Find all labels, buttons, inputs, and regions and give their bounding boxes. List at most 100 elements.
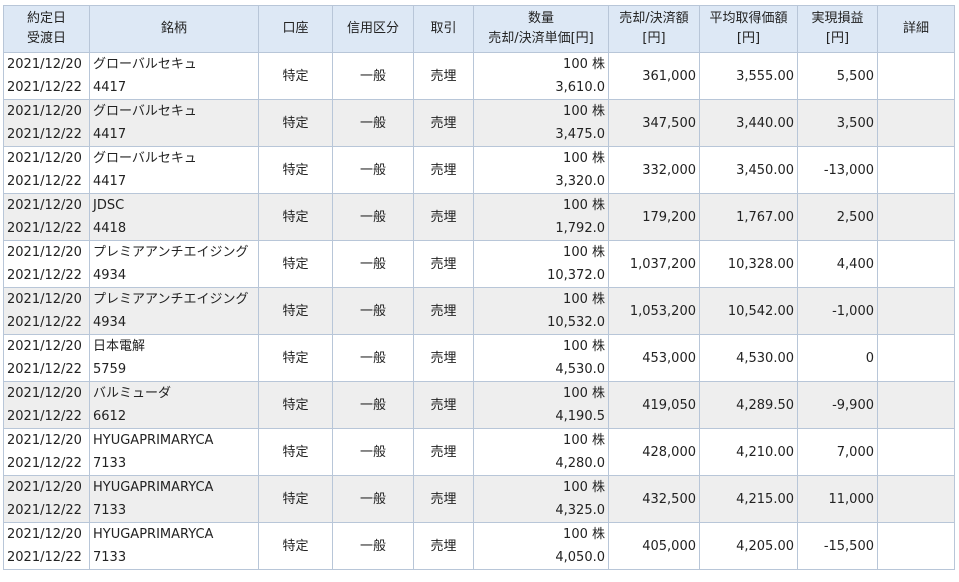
cell-pl: 7,000 [797,428,878,476]
table-row: 2021/12/20 2021/12/22 グローバルセキュ 4417 特定 一… [3,99,955,147]
cell-credit: 一般 [332,287,414,335]
cell-credit: 一般 [332,193,414,241]
header-account: 口座 [258,5,333,53]
cell-trade: 売埋 [413,475,474,523]
cell-dates: 2021/12/20 2021/12/22 [3,428,90,476]
cell-account: 特定 [258,428,333,476]
trade-date: 2021/12/20 [7,104,82,119]
cell-trade: 売埋 [413,146,474,194]
header-name: 銘柄 [89,5,259,53]
cell-pl: -1,000 [797,287,878,335]
cell-quantity: 100 株 4,280.0 [473,428,609,476]
cell-account: 特定 [258,146,333,194]
cell-credit: 一般 [332,381,414,429]
settle-date: 2021/12/22 [7,409,82,424]
cell-quantity: 100 株 4,530.0 [473,334,609,382]
cell-quantity: 100 株 4,050.0 [473,522,609,570]
cell-amount: 428,000 [608,428,700,476]
settle-date: 2021/12/22 [7,503,82,518]
unit-price: 3,320.0 [555,174,605,189]
unit-price: 4,190.5 [555,409,605,424]
cell-amount: 419,050 [608,381,700,429]
cell-avg-cost: 10,328.00 [699,240,798,288]
cell-trade: 売埋 [413,334,474,382]
header-pl-unit: [円] [825,31,850,46]
cell-quantity: 100 株 10,372.0 [473,240,609,288]
cell-credit: 一般 [332,240,414,288]
table-row: 2021/12/20 2021/12/22 日本電解 5759 特定 一般 売埋… [3,334,955,382]
quantity: 100 株 [563,292,605,307]
trade-date: 2021/12/20 [7,292,82,307]
cell-detail [877,334,955,382]
quantity: 100 株 [563,151,605,166]
cell-detail [877,287,955,335]
cell-trade: 売埋 [413,287,474,335]
cell-account: 特定 [258,381,333,429]
cell-trade: 売埋 [413,193,474,241]
cell-name: グローバルセキュ 4417 [89,99,259,147]
cell-amount: 347,500 [608,99,700,147]
cell-dates: 2021/12/20 2021/12/22 [3,475,90,523]
cell-name: 日本電解 5759 [89,334,259,382]
trade-date: 2021/12/20 [7,339,82,354]
trade-date: 2021/12/20 [7,198,82,213]
cell-trade: 売埋 [413,522,474,570]
quantity: 100 株 [563,433,605,448]
stock-code: 7133 [93,550,127,565]
cell-credit: 一般 [332,99,414,147]
unit-price: 4,325.0 [555,503,605,518]
cell-trade: 売埋 [413,240,474,288]
trade-date: 2021/12/20 [7,57,82,72]
stock-code: 5759 [93,362,127,377]
quantity: 100 株 [563,104,605,119]
header-pl: 実現損益 [円] [797,5,878,53]
cell-amount: 332,000 [608,146,700,194]
cell-account: 特定 [258,52,333,100]
cell-avg-cost: 10,542.00 [699,287,798,335]
quantity: 100 株 [563,57,605,72]
table-row: 2021/12/20 2021/12/22 HYUGAPRIMARYCA 713… [3,522,955,570]
cell-dates: 2021/12/20 2021/12/22 [3,334,90,382]
table-row: 2021/12/20 2021/12/22 HYUGAPRIMARYCA 713… [3,475,955,523]
table-row: 2021/12/20 2021/12/22 バルミューダ 6612 特定 一般 … [3,381,955,429]
cell-name: グローバルセキュ 4417 [89,52,259,100]
cell-quantity: 100 株 3,475.0 [473,99,609,147]
settle-date: 2021/12/22 [7,456,82,471]
stock-name: JDSC [93,198,125,213]
cell-dates: 2021/12/20 2021/12/22 [3,381,90,429]
cell-quantity: 100 株 1,792.0 [473,193,609,241]
cell-amount: 1,037,200 [608,240,700,288]
header-trade-date: 約定日 [26,11,66,26]
cell-detail [877,522,955,570]
cell-avg-cost: 3,555.00 [699,52,798,100]
settle-date: 2021/12/22 [7,268,82,283]
cell-dates: 2021/12/20 2021/12/22 [3,287,90,335]
trade-history-table: 約定日 受渡日 銘柄 口座 信用区分 取引 数量 売却/決済単価[円] 売却/決… [3,5,955,570]
header-settle-date: 受渡日 [26,31,66,46]
cell-name: HYUGAPRIMARYCA 7133 [89,475,259,523]
cell-name: JDSC 4418 [89,193,259,241]
cell-pl: -9,900 [797,381,878,429]
cell-credit: 一般 [332,522,414,570]
cell-amount: 1,053,200 [608,287,700,335]
stock-code: 6612 [93,409,127,424]
header-quantity: 数量 売却/決済単価[円] [473,5,609,53]
settle-date: 2021/12/22 [7,174,82,189]
quantity: 100 株 [563,386,605,401]
cell-pl: 2,500 [797,193,878,241]
header-amount-unit: [円] [642,31,666,46]
cell-dates: 2021/12/20 2021/12/22 [3,99,90,147]
cell-dates: 2021/12/20 2021/12/22 [3,522,90,570]
table-row: 2021/12/20 2021/12/22 グローバルセキュ 4417 特定 一… [3,52,955,100]
stock-code: 4934 [93,268,127,283]
cell-avg-cost: 1,767.00 [699,193,798,241]
cell-credit: 一般 [332,52,414,100]
quantity: 100 株 [563,480,605,495]
unit-price: 3,610.0 [555,80,605,95]
cell-avg-cost: 4,210.00 [699,428,798,476]
trade-date: 2021/12/20 [7,480,82,495]
cell-detail [877,428,955,476]
stock-name: バルミューダ [93,386,172,401]
cell-amount: 432,500 [608,475,700,523]
table-header-row: 約定日 受渡日 銘柄 口座 信用区分 取引 数量 売却/決済単価[円] 売却/決… [3,5,955,53]
